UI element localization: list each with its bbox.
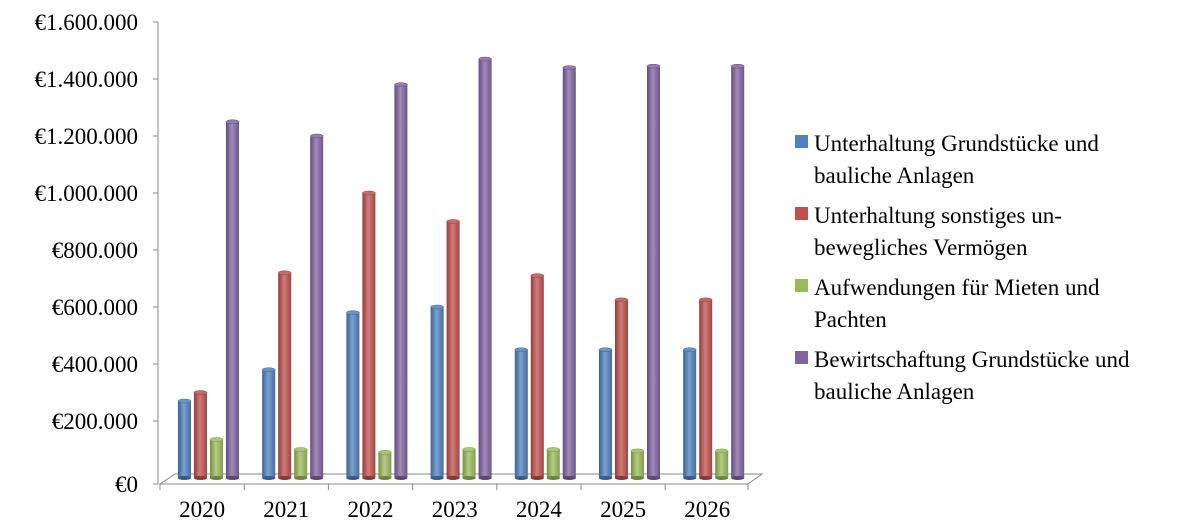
bar xyxy=(225,119,240,480)
bar xyxy=(209,437,224,480)
x-tick-label: 2023 xyxy=(432,497,478,522)
legend-swatch-purple xyxy=(795,351,808,364)
legend-item: Unterhaltung Grundstücke und bauliche An… xyxy=(795,128,1175,192)
x-tick-label: 2025 xyxy=(600,497,646,522)
bar xyxy=(714,448,729,480)
legend-label: Aufwendungen für Mieten und Pachten xyxy=(814,275,1100,332)
bar xyxy=(462,447,476,480)
bar xyxy=(598,347,613,480)
bar xyxy=(478,56,492,480)
bar xyxy=(193,390,208,480)
y-tick-label: €1.400.000 xyxy=(35,67,139,92)
y-tick-label: €1.600.000 xyxy=(35,10,139,35)
y-tick-label: €600.000 xyxy=(52,295,138,320)
y-tick-label: €1.200.000 xyxy=(35,124,139,149)
tick-labels: €0 €200.000 €400.000 €600.000 €800.000 €1.000… xyxy=(35,10,731,522)
bar xyxy=(430,304,444,480)
bar xyxy=(378,450,392,480)
chart-floor xyxy=(158,473,764,485)
x-tick-label: 2024 xyxy=(516,497,563,522)
legend-label: Unterhaltung sonstiges un- bewegliches V… xyxy=(814,203,1062,260)
y-tick-label: €0 xyxy=(115,472,138,497)
bar xyxy=(514,347,529,480)
legend: Unterhaltung Grundstücke und bauliche An… xyxy=(795,128,1175,416)
legend-label: Unterhaltung Grundstücke und bauliche An… xyxy=(814,131,1099,188)
legend-swatch-blue xyxy=(795,135,808,148)
x-tick-label: 2020 xyxy=(179,497,225,522)
legend-swatch-red xyxy=(795,207,808,220)
bar xyxy=(646,63,661,480)
bar xyxy=(730,63,745,480)
bar xyxy=(362,190,376,480)
legend-item: Aufwendungen für Mieten und Pachten xyxy=(795,272,1175,336)
x-tick-label: 2021 xyxy=(263,497,309,522)
x-tick-label: 2026 xyxy=(684,497,730,522)
bar xyxy=(562,65,577,480)
legend-item: Unterhaltung sonstiges un- bewegliches V… xyxy=(795,200,1175,264)
legend-item: Bewirtschaftung Grundstücke und bauliche… xyxy=(795,344,1175,408)
legend-swatch-green xyxy=(795,279,808,292)
bar xyxy=(346,310,360,480)
bar-chart: €0 €200.000 €400.000 €600.000 €800.000 €1.000… xyxy=(35,10,764,522)
y-tick-label: €200.000 xyxy=(52,409,138,434)
axes xyxy=(153,21,764,490)
bars xyxy=(177,56,745,480)
bar xyxy=(614,297,629,480)
bar xyxy=(682,347,697,480)
y-tick-label: €1.000.000 xyxy=(35,181,139,206)
bar xyxy=(446,219,460,480)
bar xyxy=(698,297,713,480)
bar xyxy=(530,273,545,480)
bar xyxy=(177,398,192,480)
y-tick-label: €400.000 xyxy=(52,352,138,377)
bar xyxy=(394,82,408,480)
legend-label: Bewirtschaftung Grundstücke und bauliche… xyxy=(814,347,1130,404)
bar xyxy=(546,447,561,480)
bar xyxy=(293,447,308,480)
bar xyxy=(261,367,276,480)
bar xyxy=(309,133,324,480)
bar xyxy=(277,270,292,480)
x-tick-label: 2022 xyxy=(348,497,394,522)
bar xyxy=(630,448,645,480)
y-tick-label: €800.000 xyxy=(52,238,138,263)
